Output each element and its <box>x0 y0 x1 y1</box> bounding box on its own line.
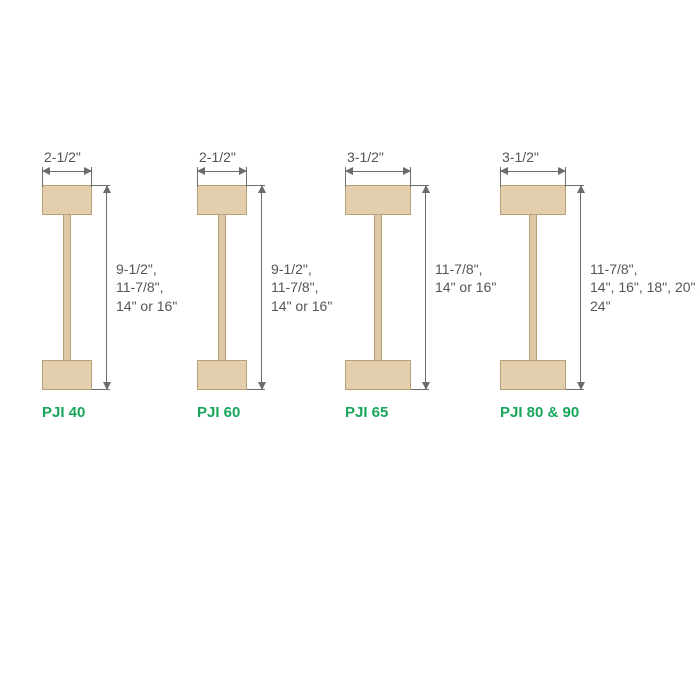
joist-diagram-canvas: 2-1/2"9-1/2",11-7/8",14" or 16"PJI 402-1… <box>0 0 700 700</box>
joist-name-label: PJI 60 <box>197 404 240 421</box>
joist-name-label: PJI 40 <box>42 404 85 421</box>
joist-bottom-flange <box>42 360 92 390</box>
width-dimension-label: 2-1/2" <box>199 149 236 165</box>
joist-web <box>529 213 537 362</box>
joist-top-flange <box>345 185 411 215</box>
joist-bottom-flange <box>197 360 247 390</box>
joist-top-flange <box>197 185 247 215</box>
joist-top-flange <box>500 185 566 215</box>
joist-pji-80-90: 3-1/2"11-7/8",14", 16", 18", 20" or 24"P… <box>500 185 700 470</box>
joist-bottom-flange <box>500 360 566 390</box>
width-dimension-label: 2-1/2" <box>44 149 81 165</box>
joist-bottom-flange <box>345 360 411 390</box>
joist-web <box>63 213 71 362</box>
joist-top-flange <box>42 185 92 215</box>
joist-web <box>374 213 382 362</box>
joist-name-label: PJI 65 <box>345 404 388 421</box>
width-dimension-label: 3-1/2" <box>502 149 539 165</box>
height-dimension-label: 11-7/8",14", 16", 18", 20" or 24" <box>590 260 700 317</box>
width-dimension-label: 3-1/2" <box>347 149 384 165</box>
joist-web <box>218 213 226 362</box>
joist-name-label: PJI 80 & 90 <box>500 404 579 421</box>
